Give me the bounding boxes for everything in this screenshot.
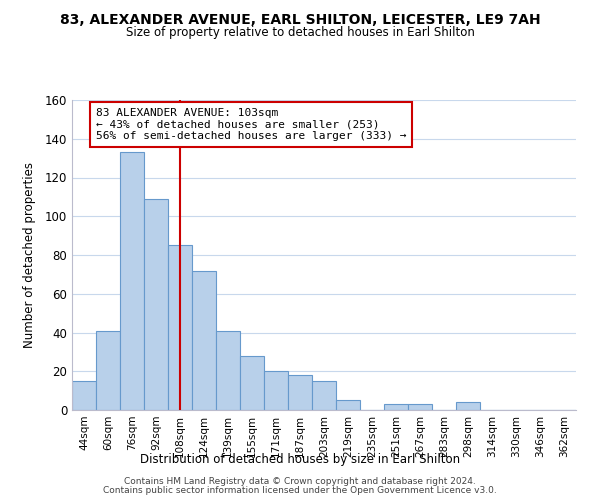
Text: Contains public sector information licensed under the Open Government Licence v3: Contains public sector information licen… <box>103 486 497 495</box>
Bar <box>120 152 144 410</box>
Bar <box>96 330 120 410</box>
Bar <box>384 404 408 410</box>
Bar <box>144 199 168 410</box>
Text: Size of property relative to detached houses in Earl Shilton: Size of property relative to detached ho… <box>125 26 475 39</box>
Bar <box>216 330 240 410</box>
Text: Distribution of detached houses by size in Earl Shilton: Distribution of detached houses by size … <box>140 452 460 466</box>
Bar <box>192 270 216 410</box>
Bar <box>240 356 264 410</box>
Bar <box>72 381 96 410</box>
Bar <box>336 400 360 410</box>
Text: Contains HM Land Registry data © Crown copyright and database right 2024.: Contains HM Land Registry data © Crown c… <box>124 477 476 486</box>
Bar <box>456 402 480 410</box>
Text: 83, ALEXANDER AVENUE, EARL SHILTON, LEICESTER, LE9 7AH: 83, ALEXANDER AVENUE, EARL SHILTON, LEIC… <box>59 12 541 26</box>
Bar <box>408 404 432 410</box>
Bar <box>168 246 192 410</box>
Bar <box>312 381 336 410</box>
Text: 83 ALEXANDER AVENUE: 103sqm
← 43% of detached houses are smaller (253)
56% of se: 83 ALEXANDER AVENUE: 103sqm ← 43% of det… <box>96 108 407 141</box>
Bar <box>288 375 312 410</box>
Bar <box>264 371 288 410</box>
Y-axis label: Number of detached properties: Number of detached properties <box>23 162 37 348</box>
